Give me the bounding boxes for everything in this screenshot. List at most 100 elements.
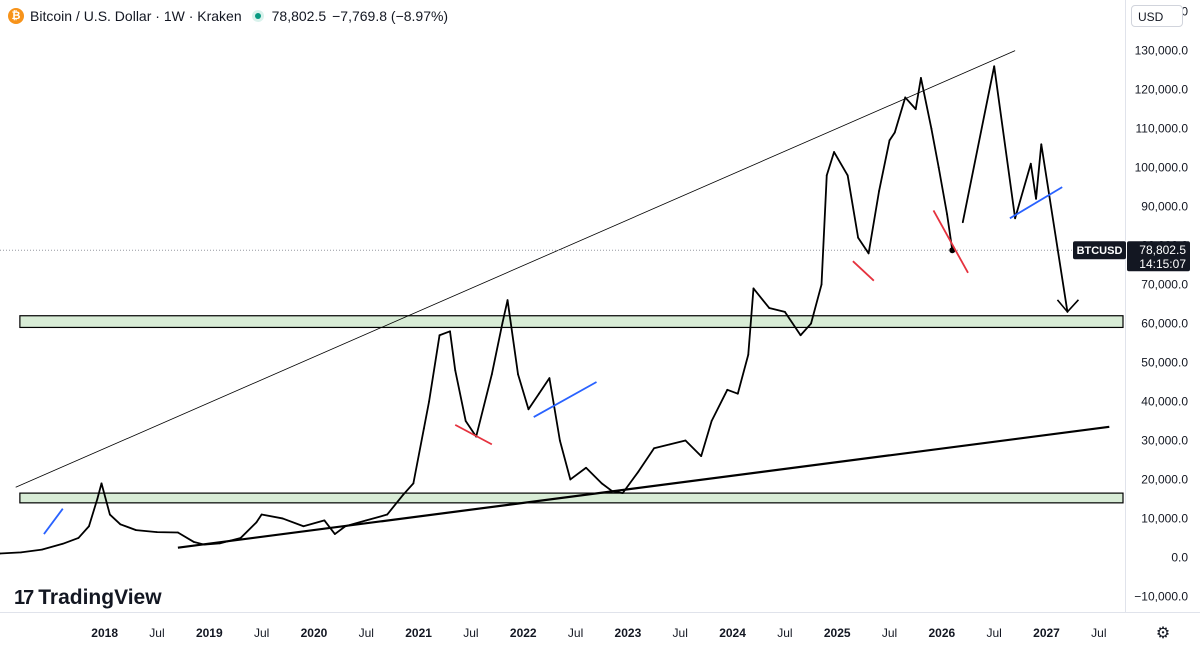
data-point-projection-1 (993, 65, 996, 68)
support-zone-0[interactable] (19, 315, 1124, 329)
y-tick-label: 100,000.0 (1135, 161, 1189, 175)
data-point-btcusd-18 (260, 513, 263, 516)
data-point-btcusd-49 (653, 447, 655, 450)
data-point-btcusd-70 (893, 131, 896, 134)
tradingview-mark-icon: 17 (14, 586, 34, 609)
data-point-btcusd-6 (96, 498, 99, 500)
y-tick-label: 40,000.0 (1141, 395, 1188, 409)
data-point-btcusd-60 (799, 334, 802, 337)
blue-trend-mark-4[interactable] (43, 508, 64, 535)
x-tick-label: Jul (987, 626, 1002, 640)
market-status-icon (251, 10, 264, 22)
data-point-projection-2 (1014, 217, 1017, 220)
symbol-tag (1073, 241, 1126, 260)
data-point-btcusd-30 (438, 334, 441, 337)
data-point-btcusd-23 (344, 525, 347, 528)
data-point-btcusd-50 (668, 443, 671, 446)
red-trend-mark-2[interactable] (932, 210, 969, 274)
bitcoin-icon: ₿ (8, 8, 24, 24)
data-point-btcusd-43 (569, 478, 572, 481)
y-tick-label: 50,000.0 (1141, 356, 1188, 370)
data-point-btcusd-46 (611, 490, 614, 493)
y-tick-label: 0.0 (1171, 550, 1188, 564)
symbol-header[interactable]: ₿ Bitcoin / U.S. Dollar · 1W · Kraken 78… (8, 4, 448, 28)
data-point-btcusd-14 (203, 543, 205, 546)
blue-trend-mark-5[interactable] (1009, 186, 1063, 220)
data-point-btcusd-13 (192, 540, 195, 543)
data-point-btcusd-71 (904, 96, 907, 99)
support-zone-1[interactable] (19, 492, 1124, 504)
data-point-btcusd-1 (20, 551, 22, 554)
data-point-btcusd-56 (747, 353, 750, 356)
data-point-btcusd-5 (88, 525, 90, 528)
x-tick-label: 2019 (196, 626, 223, 640)
data-point-btcusd-8 (108, 513, 111, 516)
x-tick-label: 2022 (510, 626, 537, 640)
data-point-btcusd-66 (857, 236, 860, 239)
data-point-btcusd-48 (637, 470, 640, 473)
x-tick-label: 2027 (1033, 626, 1060, 640)
data-point-btcusd-26 (402, 494, 404, 496)
red-trend-mark-0[interactable] (454, 424, 493, 446)
data-point-btcusd-10 (135, 529, 137, 532)
settings-gear-icon[interactable]: ⚙ (1155, 625, 1171, 642)
data-point-btcusd-21 (323, 519, 326, 522)
data-point-btcusd-25 (386, 513, 389, 516)
y-tick-label: 20,000.0 (1141, 472, 1188, 486)
resistance-trendline[interactable] (15, 50, 1016, 488)
y-tick-label: 120,000.0 (1135, 83, 1189, 97)
price-change: −7,769.8 (−8.97%) (332, 8, 449, 24)
tradingview-logo[interactable]: 17 TradingView (14, 586, 162, 610)
data-point-btcusd-65 (846, 174, 849, 177)
data-point-btcusd-33 (464, 420, 467, 422)
data-point-btcusd-4 (77, 537, 80, 539)
symbol-title[interactable]: Bitcoin / U.S. Dollar · 1W · Kraken (30, 8, 242, 24)
red-trend-mark-1[interactable] (852, 260, 875, 282)
y-tick-label: 70,000.0 (1141, 278, 1188, 292)
x-tick-label: Jul (463, 626, 478, 640)
data-point-btcusd-45 (600, 482, 603, 485)
data-point-btcusd-3 (61, 542, 64, 545)
price-tag-countdown: 14:15:07 (1139, 257, 1186, 271)
data-point-btcusd-32 (454, 369, 457, 372)
y-tick-label: −10,000.0 (1134, 589, 1188, 603)
data-point-btcusd-29 (428, 400, 430, 403)
blue-trend-mark-3[interactable] (533, 381, 597, 418)
x-tick-label: Jul (149, 626, 164, 640)
x-tick-label: 2024 (719, 626, 746, 640)
data-point-btcusd-11 (156, 531, 158, 533)
data-point-btcusd-57 (752, 287, 755, 290)
data-point-btcusd-63 (825, 174, 828, 177)
data-point-btcusd-69 (888, 139, 891, 142)
data-point-btcusd-52 (700, 455, 703, 457)
series-line-btcusd[interactable] (0, 77, 954, 555)
data-point-btcusd-64 (833, 151, 835, 153)
data-point-projection-4 (1035, 197, 1037, 200)
data-point-btcusd-61 (810, 322, 812, 325)
data-point-btcusd-9 (119, 523, 122, 526)
tradingview-name: TradingView (38, 586, 162, 609)
data-point-btcusd-39 (527, 408, 530, 411)
data-point-btcusd-76 (946, 213, 948, 216)
currency-selector[interactable]: USD (1131, 5, 1183, 27)
data-point-btcusd-53 (710, 420, 713, 422)
data-point-btcusd-31 (449, 330, 451, 333)
data-point-btcusd-62 (820, 283, 823, 286)
data-point-projection-3 (1029, 162, 1032, 165)
x-tick-label: 2025 (824, 626, 851, 640)
data-point-btcusd-55 (736, 392, 739, 395)
data-point-btcusd-12 (177, 531, 179, 534)
data-point-btcusd-59 (783, 310, 786, 313)
projection-arrowhead (1056, 299, 1080, 314)
x-tick-label: Jul (568, 626, 583, 640)
data-point-btcusd-27 (412, 482, 415, 485)
x-tick-label: 2021 (405, 626, 432, 640)
data-point-btcusd-68 (878, 190, 880, 192)
support-trendline[interactable] (177, 425, 1110, 549)
y-tick-label: 10,000.0 (1141, 511, 1188, 525)
data-point-btcusd-28 (422, 427, 425, 430)
series-line-projection[interactable] (961, 65, 1069, 312)
x-tick-label: Jul (359, 626, 374, 640)
y-tick-label: 110,000.0 (1136, 122, 1189, 136)
